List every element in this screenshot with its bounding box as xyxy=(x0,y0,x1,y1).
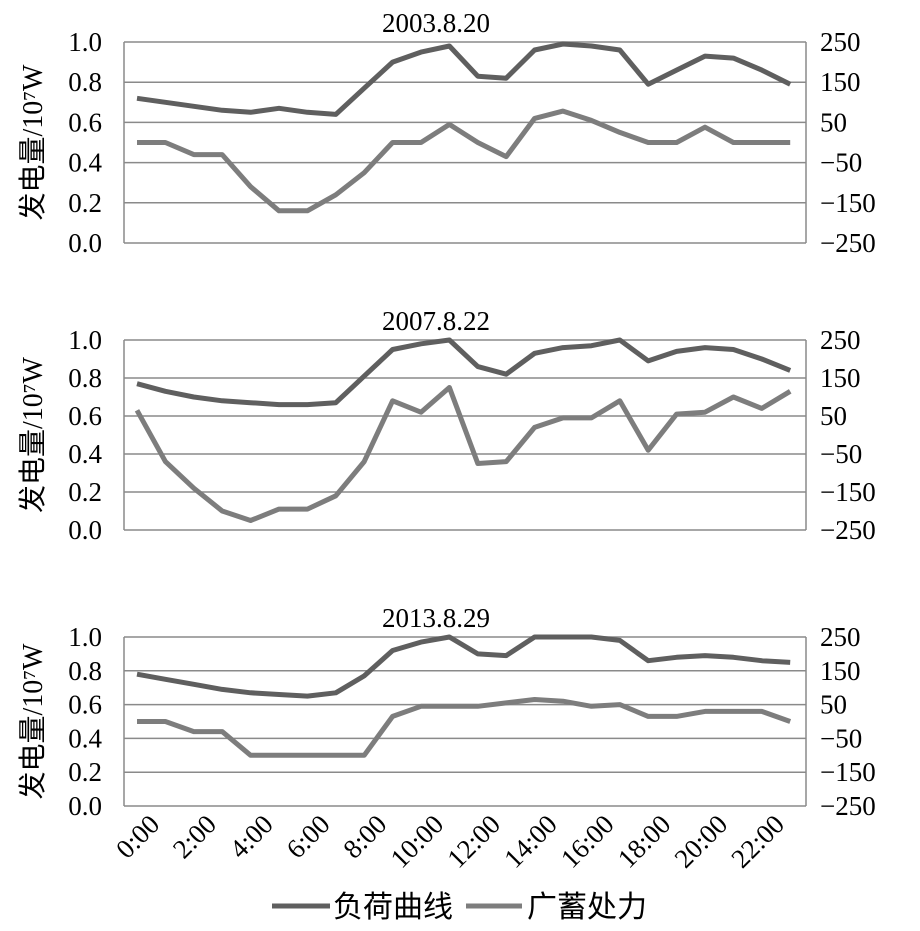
chart-panel-1: 0.0 0.2 0.4 0.6 0.8 1.0 −250 −150 −50 50 150 250 200… xyxy=(17,8,876,258)
y-tick-label: 0.6 xyxy=(68,107,102,137)
x-tick-label: 10:00 xyxy=(385,809,450,874)
x-tick-label: 18:00 xyxy=(612,809,677,874)
y2-tick-label: −50 xyxy=(820,148,862,178)
y2-tick-label: 50 xyxy=(820,401,847,431)
y-axis-title: 发电量/10⁷W xyxy=(17,356,49,513)
y2-tick-label: 150 xyxy=(820,363,861,393)
series-line-load xyxy=(136,337,792,408)
legend: 负荷曲线 广蓄处力 xyxy=(272,891,647,924)
legend-load-label: 负荷曲线 xyxy=(333,891,453,924)
y-tick-label: 0.8 xyxy=(68,363,102,393)
x-axis: 0:00 2:00 4:00 6:00 8:0010:0012:0014:0016:00… xyxy=(110,809,790,874)
x-tick-label: 16:00 xyxy=(555,809,620,874)
y2-tick-label: −250 xyxy=(820,515,876,545)
y-tick-label: 0.4 xyxy=(68,439,102,469)
series-line-storage xyxy=(137,108,791,214)
x-tick-label: 14:00 xyxy=(498,809,563,874)
y-tick-label: 0.0 xyxy=(68,515,102,545)
x-tick-label: 20:00 xyxy=(669,809,734,874)
y2-tick-label: 250 xyxy=(820,325,861,355)
y2-tick-label: −250 xyxy=(820,228,876,258)
y2-tick-label: 150 xyxy=(820,656,861,686)
y-tick-label: 0.8 xyxy=(68,656,102,686)
y-axis-title: 发电量/10⁷W xyxy=(17,643,49,800)
x-tick-label: 0:00 xyxy=(110,809,165,864)
y-tick-label: 0.6 xyxy=(68,690,102,720)
y2-tick-label: −250 xyxy=(820,791,876,821)
y2-tick-label: −50 xyxy=(820,439,862,469)
y-tick-label: 0.2 xyxy=(68,188,102,218)
x-tick-label: 6:00 xyxy=(280,809,335,864)
y2-tick-label: −150 xyxy=(820,188,876,218)
x-tick-label: 12:00 xyxy=(441,809,506,874)
series-line-load xyxy=(136,634,791,699)
x-tick-label: 2:00 xyxy=(167,809,222,864)
chart-title: 2013.8.29 xyxy=(382,603,490,633)
y-tick-label: 0.2 xyxy=(68,477,102,507)
chart-title: 2003.8.20 xyxy=(382,8,490,38)
y2-tick-label: 250 xyxy=(820,622,861,652)
y-tick-label: 0.6 xyxy=(68,401,102,431)
y-tick-label: 1.0 xyxy=(68,622,102,652)
x-tick-label: 4:00 xyxy=(224,809,279,864)
chart-title: 2007.8.22 xyxy=(382,306,490,336)
y-tick-label: 0.8 xyxy=(68,67,102,97)
y2-tick-label: 250 xyxy=(820,27,861,57)
legend-storage-label: 广蓄处力 xyxy=(527,891,647,924)
y-tick-label: 0.4 xyxy=(68,723,102,753)
y2-tick-label: −50 xyxy=(820,723,862,753)
y2-tick-label: 50 xyxy=(820,690,847,720)
y2-tick-label: −150 xyxy=(820,477,876,507)
y-tick-label: 0.0 xyxy=(68,791,102,821)
chart-panel-2: 0.0 0.2 0.4 0.6 0.8 1.0 −250 −150 −50 50 150 250 200… xyxy=(17,306,876,545)
series-line-storage xyxy=(137,697,792,758)
y-tick-label: 1.0 xyxy=(68,325,102,355)
y-tick-label: 0.0 xyxy=(68,228,102,258)
y-tick-label: 0.4 xyxy=(68,148,102,178)
x-tick-label: 8:00 xyxy=(337,809,392,864)
y-tick-label: 1.0 xyxy=(68,27,102,57)
y-tick-label: 0.2 xyxy=(68,757,102,787)
series-line-storage xyxy=(134,385,792,523)
y2-tick-label: 150 xyxy=(820,67,861,97)
y2-tick-label: −150 xyxy=(820,757,876,787)
y2-tick-label: 50 xyxy=(820,107,847,137)
y-axis-title: 发电量/10⁷W xyxy=(17,64,49,221)
series-line-load xyxy=(136,41,792,117)
x-tick-label: 22:00 xyxy=(725,809,790,874)
